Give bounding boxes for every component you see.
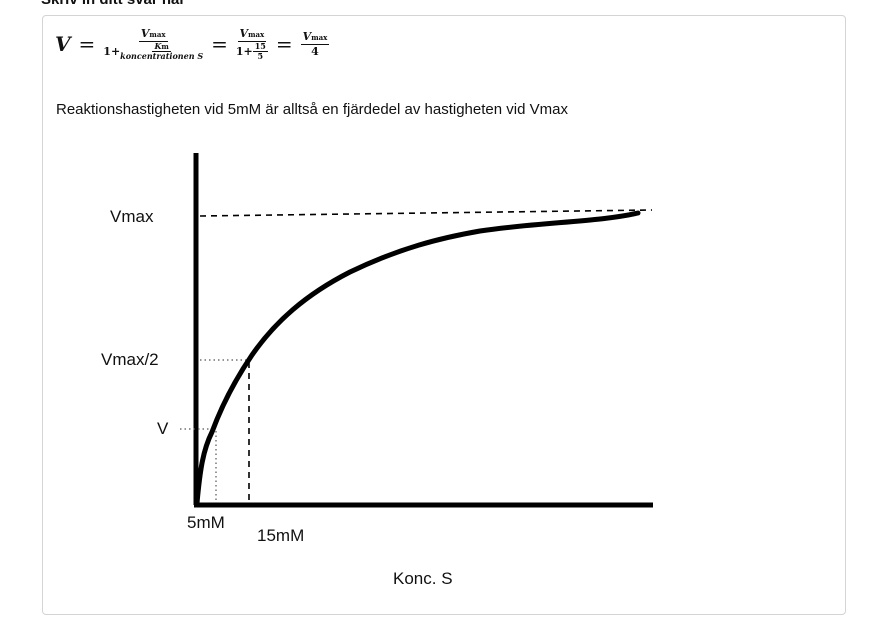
one-plus: 1+ — [235, 45, 253, 58]
max-subscript: max — [311, 33, 328, 42]
vmax-symbol: V — [302, 30, 312, 43]
vmax-symbol: V — [140, 27, 150, 40]
fraction-substituted: Vmax 1+ 15 5 — [236, 27, 268, 61]
ratio-fraction: 15 5 — [252, 41, 268, 61]
x-label-15mm: 15mM — [257, 526, 304, 545]
max-subscript: max — [149, 30, 166, 39]
equals-sign: = — [211, 32, 228, 56]
max-subscript: max — [248, 30, 265, 39]
x-label-5mm: 5mM — [187, 513, 225, 532]
saturation-curve — [194, 210, 641, 506]
result-denominator: 4 — [311, 45, 319, 58]
km-symbol: K — [154, 41, 162, 51]
equals-sign: = — [275, 32, 293, 56]
y-label-v: V — [157, 419, 169, 438]
ratio-numerator: 15 — [252, 41, 268, 52]
vmax-dashed-line — [199, 209, 653, 217]
equals-sign: = — [78, 32, 96, 56]
y-label-vmax: Vmax — [110, 207, 154, 226]
x-axis-title: Konc. S — [393, 569, 453, 588]
question-heading: Skriv in ditt svar här — [41, 0, 185, 8]
vmax-symbol: V — [239, 27, 249, 40]
answer-sentence: Reaktionshastigheten vid 5mM är alltså e… — [56, 101, 568, 118]
km-fraction: Km koncentrationen S — [120, 42, 203, 61]
fraction-main: Vmax 1+ Km koncentrationen S — [103, 27, 203, 61]
y-label-half-vmax: Vmax/2 — [101, 350, 159, 369]
michaelis-menten-formula: V = Vmax 1+ Km koncentrationen S = Vmax … — [55, 22, 330, 66]
one-plus: 1+ — [103, 45, 121, 58]
km-subscript: m — [161, 42, 169, 51]
fraction-result: Vmax 4 — [300, 30, 330, 58]
ratio-denominator: 5 — [257, 51, 264, 61]
formula-v: V — [55, 32, 71, 56]
concentration-text: koncentrationen S — [120, 51, 204, 61]
answer-box[interactable] — [42, 15, 846, 615]
